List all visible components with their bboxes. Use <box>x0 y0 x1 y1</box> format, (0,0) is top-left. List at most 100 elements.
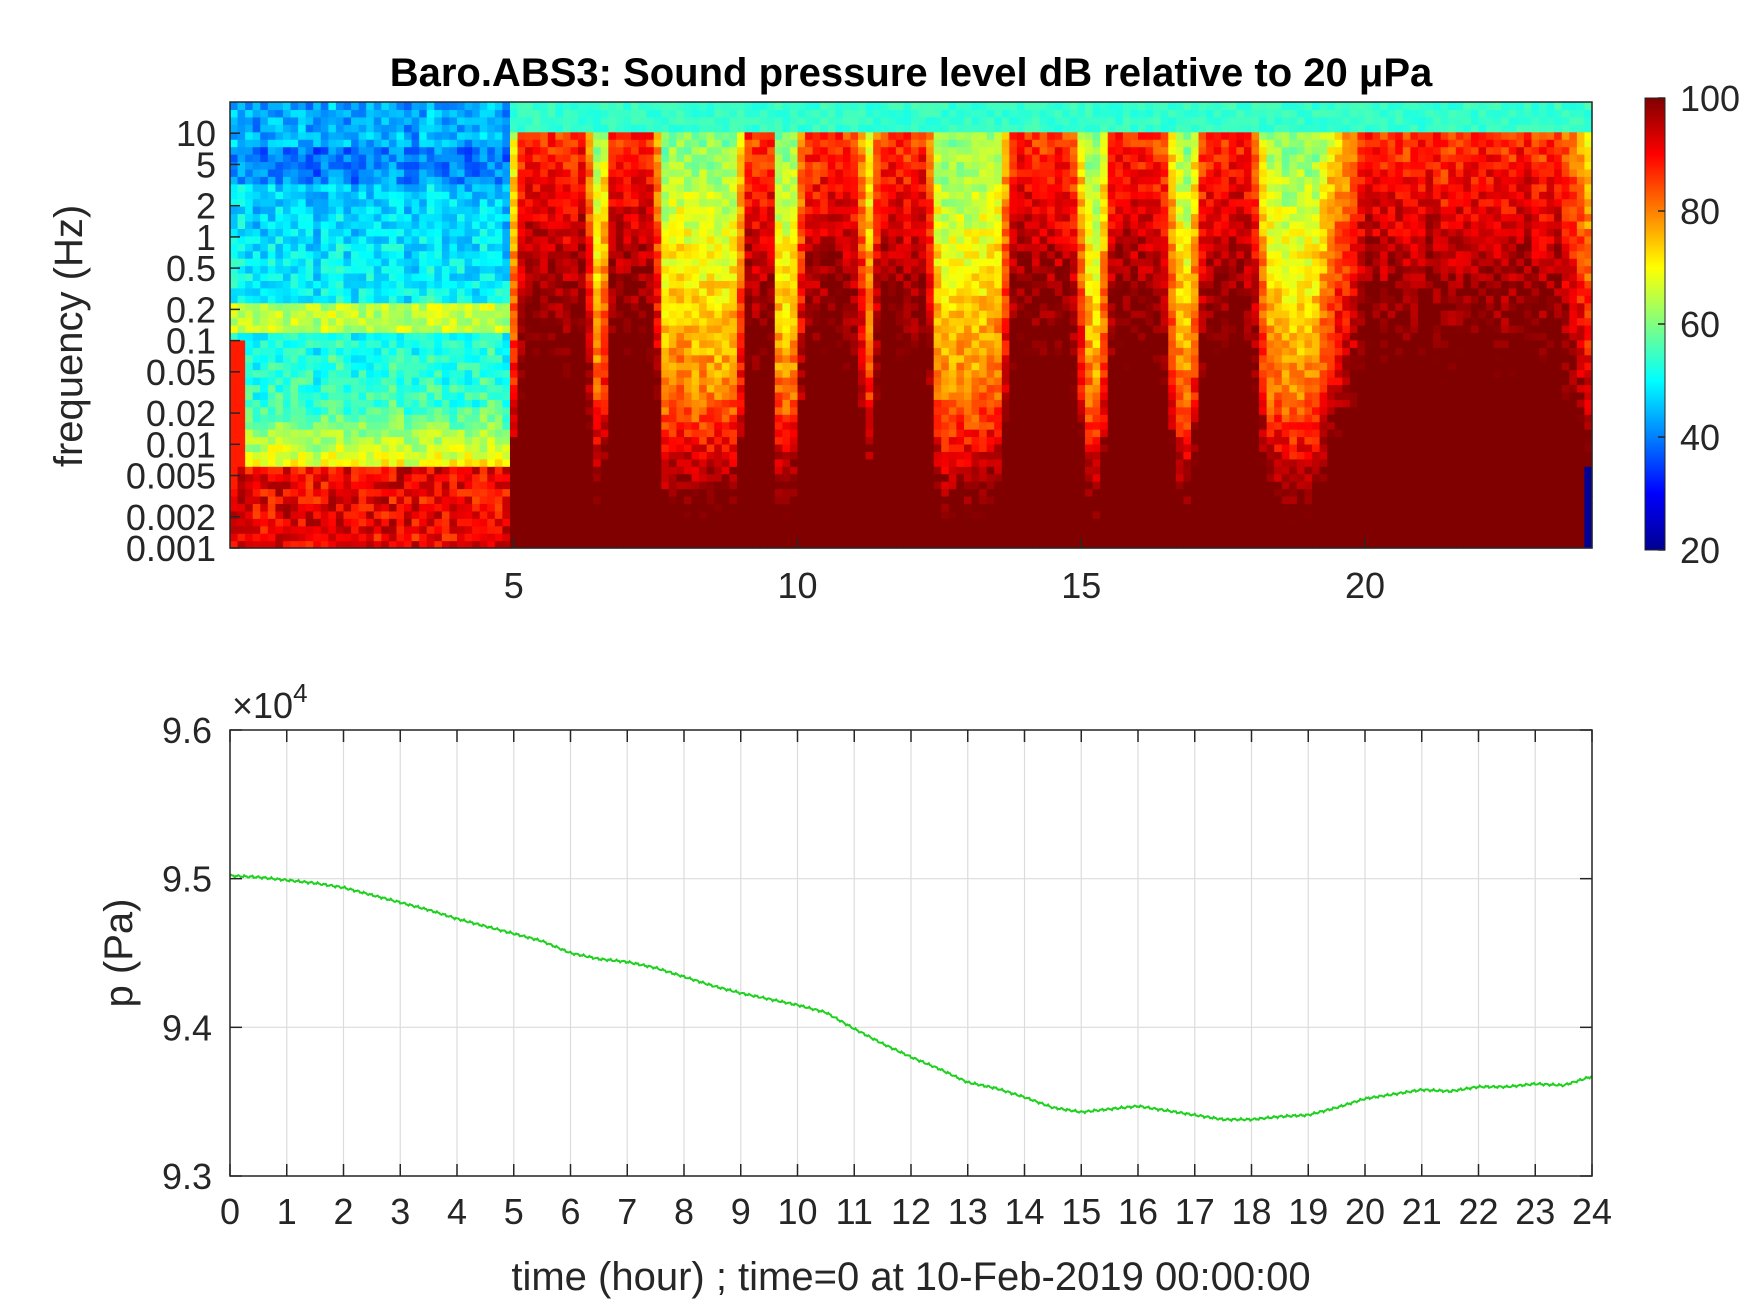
spectrogram-cell <box>525 347 534 356</box>
spectrogram-cell <box>721 354 730 363</box>
spectrogram-cell <box>585 339 594 348</box>
spectrogram-cell <box>373 287 382 296</box>
spectrogram-cell <box>373 384 382 393</box>
spectrogram-cell <box>532 488 541 497</box>
spectrogram-cell <box>245 146 254 155</box>
spectrogram-cell <box>540 466 549 475</box>
spectrogram-cell <box>706 518 715 527</box>
spectrogram-cell <box>449 265 458 274</box>
spectrogram-cell <box>570 213 579 222</box>
spectrogram-cell <box>525 220 534 229</box>
spectrogram-cell <box>789 146 799 155</box>
spectrogram-cell <box>366 206 375 215</box>
spectrogram-cell <box>230 317 239 326</box>
spectrogram-cell <box>691 272 700 281</box>
spectrogram-cell <box>441 250 451 259</box>
spectrogram-cell <box>540 443 549 452</box>
spectrogram-cell <box>487 287 496 296</box>
spectrogram-cell <box>396 466 405 475</box>
spectrogram-cell <box>411 458 420 467</box>
spectrogram-cell <box>237 510 246 519</box>
spectrogram-cell <box>729 406 738 415</box>
spectrogram-cell <box>426 347 435 356</box>
spectrogram-cell <box>782 429 791 438</box>
spectrogram-cell <box>578 369 587 378</box>
spectrogram-cell <box>230 436 239 445</box>
spectrogram-cell <box>419 124 428 133</box>
spectrogram-cell <box>752 325 761 334</box>
spectrogram-cell <box>298 310 307 319</box>
spectrogram-cell <box>487 161 496 170</box>
spectrogram-cell <box>358 124 367 133</box>
spectrogram-cell <box>381 109 390 118</box>
spectrogram-cell <box>230 391 239 400</box>
spectrogram-cell <box>509 391 519 400</box>
spectrogram-cell <box>835 458 844 467</box>
spectrogram-cell <box>661 168 670 177</box>
spectrogram-cell <box>509 488 519 497</box>
spectrogram-cell <box>434 272 443 281</box>
spectrogram-cell <box>230 369 239 378</box>
spectrogram-cell <box>237 109 246 118</box>
spectrogram-cell <box>570 168 579 177</box>
spectrogram-cell <box>578 258 587 267</box>
spectrogram-cell <box>676 198 685 207</box>
spectrogram-cell <box>661 421 670 430</box>
spectrogram-cell <box>646 473 655 482</box>
spectrogram-cell <box>721 518 730 527</box>
spectrogram-cell <box>570 243 579 252</box>
spectrogram-cell <box>366 451 375 460</box>
spectrogram-cell <box>298 168 307 177</box>
spectrogram-cell <box>396 317 405 326</box>
spectrogram-cell <box>396 102 405 111</box>
spectrogram-cell <box>381 198 390 207</box>
spectrogram-cell <box>797 451 806 460</box>
spectrogram-cell <box>351 533 360 542</box>
spectrogram-cell <box>525 302 534 311</box>
spectrogram-cell <box>638 220 647 229</box>
spectrogram-cell <box>419 406 428 415</box>
spectrogram-cell <box>827 220 836 229</box>
spectrogram-cell <box>540 339 549 348</box>
spectrogram-cell <box>373 518 382 527</box>
spectrogram-cell <box>835 258 844 267</box>
spectrogram-cell <box>827 302 836 311</box>
spectrogram-cell <box>699 495 708 504</box>
spectrogram-cell <box>252 131 261 140</box>
spectrogram-cell <box>774 384 783 393</box>
spectrogram-cell <box>684 243 693 252</box>
spectrogram-cell <box>472 339 481 348</box>
spectrogram-cell <box>684 451 693 460</box>
spectrogram-cell <box>260 518 269 527</box>
spectrogram-cell <box>457 406 466 415</box>
spectrogram-cell <box>827 272 836 281</box>
spectrogram-cell <box>774 451 783 460</box>
spectrogram-cell <box>850 287 859 296</box>
spectrogram-cell <box>358 332 367 341</box>
spectrogram-cell <box>562 176 572 185</box>
spectrogram-cell <box>381 235 390 244</box>
spectrogram-cell <box>706 391 715 400</box>
spectrogram-cell <box>381 510 390 519</box>
spectrogram-cell <box>457 332 466 341</box>
spectrogram-cell <box>320 161 329 170</box>
spectrogram-cell <box>646 533 655 542</box>
spectrogram-cell <box>237 250 246 259</box>
spectrogram-cell <box>631 466 640 475</box>
spectrogram-cell <box>328 139 337 148</box>
spectrogram-cell <box>744 391 753 400</box>
spectrogram-cell <box>532 176 541 185</box>
spectrogram-cell <box>282 421 292 430</box>
spectrogram-cell <box>252 102 261 111</box>
spectrogram-cell <box>540 414 549 423</box>
spectrogram-cell <box>487 332 496 341</box>
spectrogram-cell <box>623 228 632 237</box>
spectrogram-cell <box>275 362 284 371</box>
spectrogram-cell <box>396 503 405 512</box>
spectrogram-cell <box>434 235 443 244</box>
spectrogram-cell <box>298 183 307 192</box>
spectrogram-cell <box>479 183 488 192</box>
spectrogram-cell <box>237 146 246 155</box>
spectrogram-cell <box>789 473 799 482</box>
spectrogram-cell <box>820 213 829 222</box>
